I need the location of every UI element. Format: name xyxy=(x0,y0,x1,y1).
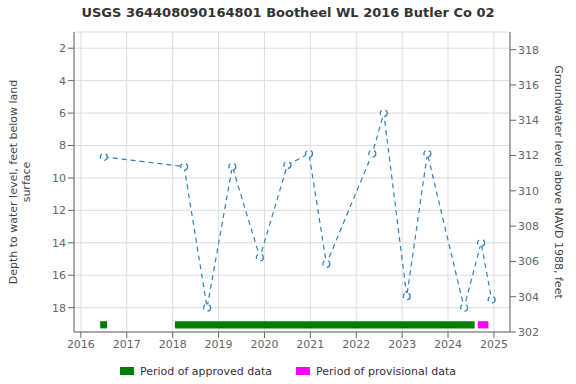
svg-text:2025: 2025 xyxy=(480,338,508,351)
svg-text:8: 8 xyxy=(59,139,66,152)
svg-text:304: 304 xyxy=(518,291,539,304)
svg-text:Groundwater level above NAVD 1: Groundwater level above NAVD 1988, feet xyxy=(552,65,565,299)
svg-text:306: 306 xyxy=(518,255,539,268)
svg-text:2023: 2023 xyxy=(388,338,416,351)
svg-text:12: 12 xyxy=(52,204,66,217)
svg-text:2022: 2022 xyxy=(342,338,370,351)
svg-text:2021: 2021 xyxy=(296,338,324,351)
svg-text:318: 318 xyxy=(518,44,539,57)
svg-text:2: 2 xyxy=(59,42,66,55)
svg-text:10: 10 xyxy=(52,172,66,185)
svg-text:310: 310 xyxy=(518,185,539,198)
svg-text:2024: 2024 xyxy=(434,338,462,351)
svg-text:6: 6 xyxy=(59,107,66,120)
svg-text:14: 14 xyxy=(52,237,66,250)
svg-text:2017: 2017 xyxy=(113,338,141,351)
svg-text:302: 302 xyxy=(518,326,539,339)
svg-text:2020: 2020 xyxy=(250,338,278,351)
svg-text:2018: 2018 xyxy=(159,338,187,351)
svg-text:16: 16 xyxy=(52,269,66,282)
svg-text:18: 18 xyxy=(52,302,66,315)
html-text:Period of approved data: Period of approved data xyxy=(139,364,273,378)
svg-text:314: 314 xyxy=(518,114,539,127)
svg-text:Depth to water level, feet bel: Depth to water level, feet below landsur… xyxy=(8,80,33,285)
svg-text:2016: 2016 xyxy=(67,338,95,351)
svg-text:308: 308 xyxy=(518,220,539,233)
svg-text:4: 4 xyxy=(59,75,66,88)
html-text:USGS 364408090164801 Bootheel: USGS 364408090164801 Bootheel WL 2016 Bu… xyxy=(81,4,495,20)
svg-text:312: 312 xyxy=(518,149,539,162)
svg-text:316: 316 xyxy=(518,79,539,92)
svg-text:2019: 2019 xyxy=(205,338,233,351)
html-text:Period of provisional data: Period of provisional data xyxy=(316,364,457,378)
